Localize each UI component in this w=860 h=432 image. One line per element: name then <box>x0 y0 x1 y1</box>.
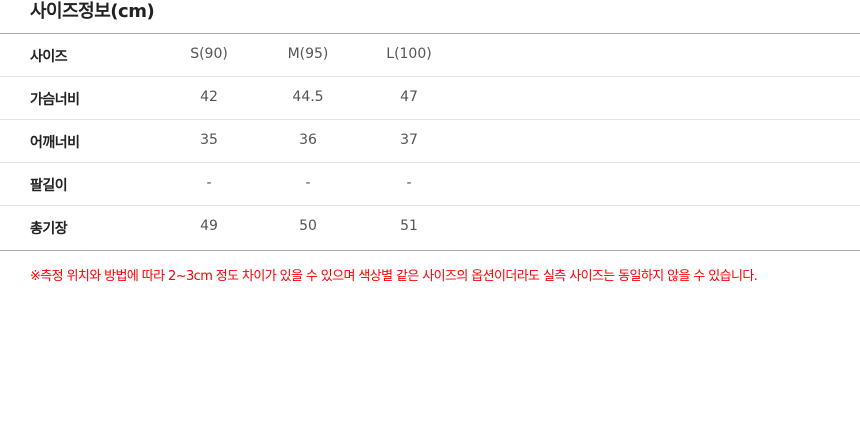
page-title: 사이즈정보(cm) <box>30 1 155 22</box>
cell: 44.5 <box>292 89 324 105</box>
table-row: 어깨너비 35 36 37 <box>0 120 860 163</box>
measurement-notice: ※측정 위치와 방법에 따라 2~3cm 정도 차이가 있을 수 있으며 색상별… <box>30 269 758 284</box>
cell: 50 <box>299 218 317 234</box>
cell: - <box>305 175 311 191</box>
cell: 37 <box>400 132 418 148</box>
table-row: 팔길이 - - - <box>0 163 860 206</box>
cell: - <box>406 175 412 191</box>
row-label: 사이즈 <box>30 49 68 65</box>
column-header: S(90) <box>190 46 228 62</box>
cell: 49 <box>200 218 218 234</box>
row-label: 총기장 <box>30 221 68 237</box>
row-label: 가슴너비 <box>30 92 80 108</box>
cell: 51 <box>400 218 418 234</box>
column-header: L(100) <box>386 46 432 62</box>
row-label: 팔길이 <box>30 178 68 194</box>
table-row: 총기장 49 50 51 <box>0 206 860 250</box>
size-table: 사이즈 S(90) M(95) L(100) 가슴너비 42 44.5 47 어… <box>0 33 860 251</box>
cell: 36 <box>299 132 317 148</box>
cell: - <box>206 175 212 191</box>
cell: 47 <box>400 89 418 105</box>
cell: 35 <box>200 132 218 148</box>
column-header: M(95) <box>287 46 329 62</box>
table-row: 가슴너비 42 44.5 47 <box>0 77 860 120</box>
cell: 42 <box>200 89 218 105</box>
row-label: 어깨너비 <box>30 135 80 151</box>
table-header-row: 사이즈 S(90) M(95) L(100) <box>0 34 860 77</box>
